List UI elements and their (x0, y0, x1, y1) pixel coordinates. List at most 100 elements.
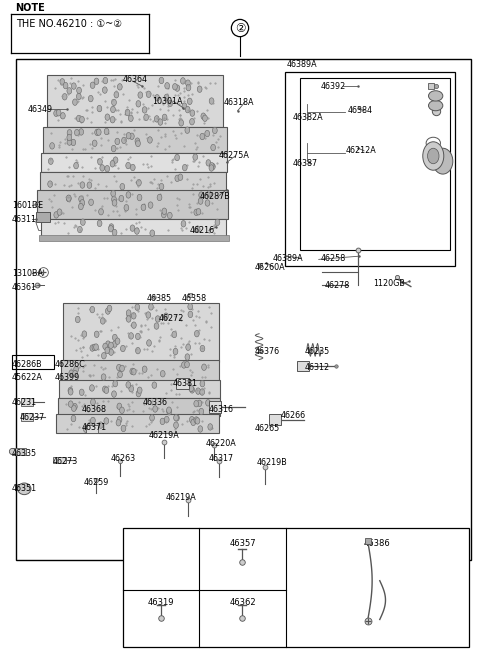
Circle shape (113, 157, 118, 163)
Text: 46382A: 46382A (292, 113, 323, 122)
Circle shape (88, 96, 93, 102)
Text: 46316: 46316 (209, 405, 234, 414)
Text: 46286B: 46286B (12, 360, 43, 369)
Circle shape (209, 162, 214, 169)
Circle shape (156, 316, 160, 322)
Circle shape (54, 212, 59, 218)
Circle shape (174, 422, 179, 428)
Circle shape (48, 158, 53, 164)
Circle shape (77, 87, 82, 94)
Circle shape (108, 225, 113, 232)
Text: 46311: 46311 (12, 215, 37, 224)
Circle shape (97, 159, 102, 165)
Circle shape (115, 338, 120, 345)
Text: 46368: 46368 (82, 405, 107, 414)
Circle shape (136, 101, 141, 107)
Circle shape (167, 409, 171, 415)
Circle shape (428, 148, 439, 164)
Text: 46318A: 46318A (223, 98, 254, 107)
Circle shape (112, 99, 116, 105)
Circle shape (132, 369, 136, 375)
Circle shape (100, 164, 105, 171)
Text: 46287B: 46287B (199, 191, 230, 200)
Text: 46220A: 46220A (205, 439, 236, 448)
Circle shape (211, 163, 215, 170)
Bar (16, 59, 471, 560)
Circle shape (89, 199, 94, 206)
Circle shape (104, 128, 109, 135)
Circle shape (115, 138, 120, 145)
Circle shape (162, 208, 167, 214)
Circle shape (107, 305, 112, 312)
Bar (12, 355, 54, 369)
Circle shape (135, 304, 140, 310)
Circle shape (67, 130, 72, 136)
Circle shape (189, 385, 193, 392)
Circle shape (110, 106, 115, 113)
Circle shape (194, 209, 199, 215)
Text: 46219B: 46219B (257, 458, 288, 468)
Circle shape (186, 84, 191, 91)
Bar (176, 379, 189, 388)
Text: 46351: 46351 (12, 484, 37, 493)
Circle shape (87, 182, 92, 189)
Circle shape (74, 129, 79, 136)
Text: 46266: 46266 (281, 411, 306, 421)
Circle shape (112, 196, 116, 202)
Circle shape (164, 313, 168, 320)
Circle shape (80, 117, 84, 122)
Circle shape (155, 116, 159, 122)
Circle shape (195, 226, 200, 233)
Text: 10301A: 10301A (152, 96, 182, 105)
Circle shape (167, 407, 171, 413)
Circle shape (112, 200, 117, 206)
Circle shape (72, 405, 76, 411)
Text: 46263: 46263 (110, 454, 135, 463)
Circle shape (80, 200, 84, 206)
Text: 46259: 46259 (84, 479, 109, 487)
Circle shape (203, 115, 207, 121)
Circle shape (112, 391, 116, 398)
Circle shape (119, 195, 124, 202)
Circle shape (120, 407, 124, 413)
Circle shape (179, 120, 184, 126)
Circle shape (160, 371, 165, 377)
Circle shape (175, 85, 180, 91)
Circle shape (142, 107, 147, 113)
Circle shape (92, 344, 97, 350)
Circle shape (117, 364, 121, 371)
Circle shape (146, 91, 151, 98)
Circle shape (165, 83, 169, 89)
Circle shape (126, 316, 131, 322)
Circle shape (137, 387, 142, 394)
Circle shape (75, 316, 80, 323)
Circle shape (138, 92, 143, 98)
Circle shape (186, 344, 191, 350)
Circle shape (205, 400, 210, 406)
Circle shape (120, 345, 125, 352)
Circle shape (200, 133, 204, 140)
Circle shape (182, 103, 187, 109)
Circle shape (80, 182, 85, 188)
Text: 46286C: 46286C (55, 360, 85, 369)
Text: 46317: 46317 (209, 454, 234, 463)
Circle shape (104, 387, 109, 394)
Circle shape (136, 179, 141, 186)
Circle shape (112, 334, 117, 341)
Circle shape (91, 399, 96, 405)
Text: 46358: 46358 (182, 294, 207, 303)
Circle shape (134, 228, 139, 234)
Circle shape (200, 345, 205, 352)
Circle shape (130, 225, 135, 231)
Text: 46212A: 46212A (346, 146, 377, 155)
Text: 46335: 46335 (12, 449, 37, 458)
Text: 1120GB: 1120GB (372, 280, 405, 288)
Circle shape (181, 221, 186, 227)
Circle shape (211, 144, 216, 151)
Text: 46389A: 46389A (287, 60, 317, 69)
Circle shape (60, 79, 65, 85)
Ellipse shape (429, 100, 443, 111)
Circle shape (196, 208, 201, 215)
Circle shape (112, 341, 117, 347)
Text: 46260A: 46260A (254, 263, 285, 272)
